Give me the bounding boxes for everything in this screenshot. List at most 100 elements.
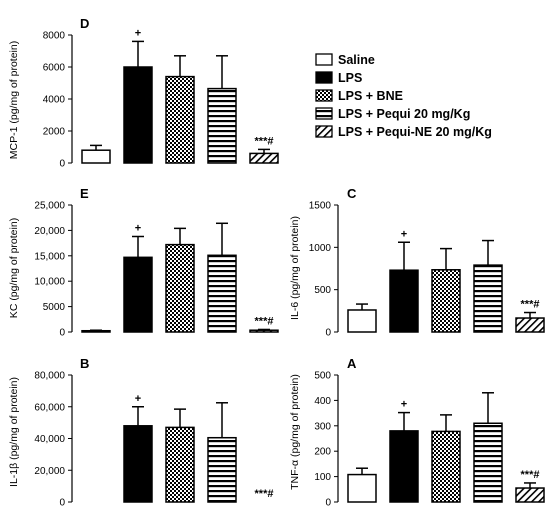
y-ticks: 0 500 1000 1500 (309, 201, 338, 339)
legend-label: LPS + Pequi-NE 20 mg/Kg (338, 125, 492, 139)
legend-item-2: LPS (315, 71, 362, 85)
bar-4 (207, 87, 237, 164)
y-tick-label: 1000 (309, 243, 332, 254)
y-tick-label: 0 (59, 498, 65, 509)
bars (81, 222, 279, 333)
bar-2 (389, 269, 419, 333)
legend-item-1: Saline (315, 53, 375, 67)
bars (123, 402, 237, 503)
y-tick-label: 15,000 (34, 251, 65, 262)
y-ticks: 0 2000 4000 6000 8000 (43, 31, 72, 170)
panel-letter: A (347, 356, 357, 371)
legend-swatch (315, 53, 333, 66)
annotations: + ***# (401, 399, 540, 481)
y-axis-label: IL-1β (pg/mg of protein) (8, 377, 20, 487)
significance-mark: ***# (255, 135, 274, 147)
bar-1 (347, 473, 377, 503)
bars (347, 239, 545, 333)
chart-il1b-panel-b: B IL-1β (pg/mg of protein) 0 20,000 40,000… (8, 356, 273, 509)
bar-5 (249, 152, 279, 164)
y-tick-label: 25,000 (34, 201, 65, 212)
bar-4 (473, 422, 503, 503)
significance-mark: ***# (521, 299, 540, 311)
significance-mark: ***# (255, 315, 274, 327)
y-tick-label: 500 (314, 371, 331, 382)
bar-1 (347, 309, 377, 333)
bar-5 (249, 329, 279, 333)
y-tick-label: 400 (314, 396, 331, 407)
y-tick-label: 0 (59, 328, 65, 339)
significance-mark: + (135, 222, 141, 234)
y-tick-label: 80,000 (34, 371, 65, 382)
y-axis-label: IL-6 (pg/mg of protein) (289, 216, 301, 320)
legend-label: Saline (338, 53, 375, 67)
y-tick-label: 0 (325, 328, 331, 339)
legend-item-5: LPS + Pequi-NE 20 mg/Kg (315, 125, 492, 139)
y-tick-label: 40,000 (34, 434, 65, 445)
bar-4 (473, 264, 503, 333)
bar-4 (207, 436, 237, 503)
chart-il6-panel-c: C IL-6 (pg/mg of protein) 0 500 1000 1500 +… (289, 186, 545, 339)
y-axis-label: TNF-α (pg/mg of protein) (289, 374, 301, 490)
chart-mcp1-panel-d: D MCP-1 (pg/mg of protein) 0 2000 4000 6000… (8, 16, 279, 170)
legend-item-3: LPS + BNE (315, 89, 403, 103)
bar-3 (165, 426, 195, 503)
bar-3 (165, 243, 195, 333)
significance-mark: + (135, 27, 141, 39)
panel-letter: C (347, 186, 357, 201)
bar-2 (389, 430, 419, 503)
y-tick-label: 10,000 (34, 277, 65, 288)
y-axis-label: MCP-1 (pg/mg of protein) (8, 41, 20, 159)
panel-letter: E (80, 186, 89, 201)
bar-2 (123, 66, 153, 164)
legend-swatch (315, 71, 333, 84)
significance-mark: + (135, 393, 141, 405)
significance-mark: + (401, 399, 407, 411)
legend-swatch (315, 89, 333, 102)
annotations: + ***# (135, 27, 274, 147)
bars (347, 392, 545, 503)
chart-tnfa-panel-a: A TNF-α (pg/mg of protein) 0 100 200 300 400… (289, 356, 545, 509)
bar-5 (515, 487, 545, 503)
chart-kc-panel-e: E KC (pg/mg of protein) 0 5000 10,000 15,00… (8, 186, 279, 339)
y-tick-label: 1500 (309, 201, 332, 212)
bar-1 (81, 149, 111, 164)
y-tick-label: 8000 (43, 31, 66, 42)
y-tick-label: 60,000 (34, 402, 65, 413)
y-tick-label: 300 (314, 421, 331, 432)
y-tick-label: 4000 (43, 95, 66, 106)
significance-mark: ***# (521, 469, 540, 481)
y-ticks: 0 100 200 300 400 500 (314, 371, 338, 509)
legend-label: LPS (338, 71, 362, 85)
y-tick-label: 100 (314, 472, 331, 483)
bar-2 (123, 256, 153, 333)
significance-mark: + (401, 228, 407, 240)
legend: Saline LPS LPS + BNE LPS + Pequi 20 mg/Kg LP… (315, 53, 492, 139)
y-tick-label: 20,000 (34, 466, 65, 477)
y-tick-label: 500 (314, 285, 331, 296)
panel-letter: D (80, 16, 89, 31)
legend-swatch (315, 107, 333, 120)
legend-label: LPS + BNE (338, 89, 403, 103)
legend-item-4: LPS + Pequi 20 mg/Kg (315, 107, 470, 121)
y-tick-label: 0 (59, 159, 65, 170)
y-tick-label: 200 (314, 447, 331, 458)
annotations: + ***# (135, 393, 274, 500)
annotations: + ***# (135, 222, 274, 327)
bar-4 (207, 254, 237, 333)
y-tick-label: 6000 (43, 63, 66, 74)
annotations: + ***# (401, 228, 540, 310)
y-tick-label: 0 (325, 498, 331, 509)
bar-3 (431, 430, 461, 503)
bars (81, 40, 279, 164)
bar-3 (431, 269, 461, 333)
legend-label: LPS + Pequi 20 mg/Kg (338, 107, 470, 121)
significance-mark: ***# (255, 488, 274, 500)
y-ticks: 0 5000 10,000 15,000 20,000 25,000 (34, 201, 72, 339)
y-tick-label: 2000 (43, 127, 66, 138)
bar-5 (515, 317, 545, 333)
bar-2 (123, 425, 153, 503)
panel-letter: B (80, 356, 89, 371)
legend-swatch (315, 125, 333, 138)
y-ticks: 0 20,000 40,000 60,000 80,000 (34, 371, 72, 509)
